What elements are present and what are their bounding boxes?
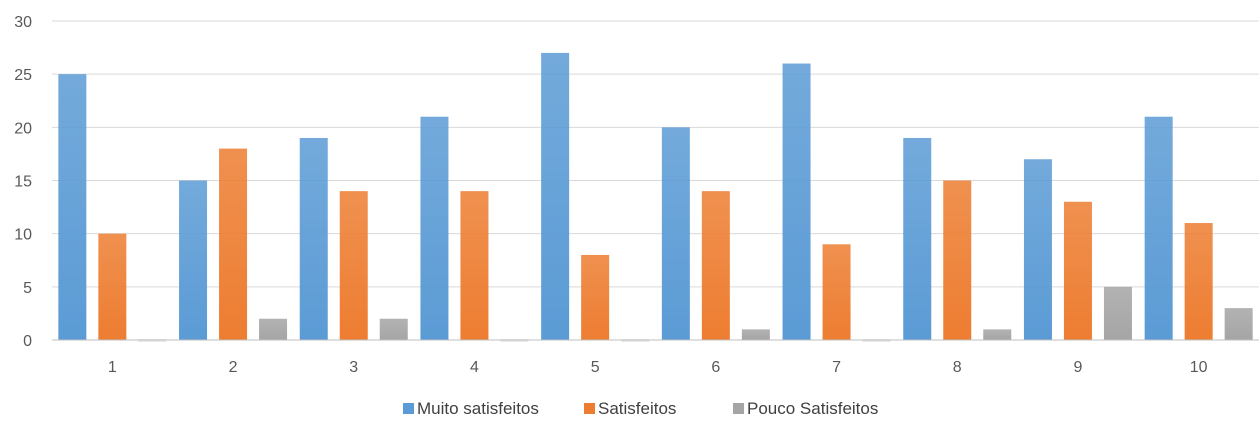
bar-satisfeitos	[1184, 223, 1213, 340]
legend-swatch	[733, 403, 744, 414]
x-tick-label: 3	[349, 359, 358, 376]
gridlines	[52, 20, 1259, 288]
bar-satisfeitos	[701, 191, 730, 340]
bar-satisfeitos	[581, 254, 610, 340]
bar-muito-satisfeitos	[903, 137, 932, 340]
bar-satisfeitos	[943, 180, 972, 340]
legend-swatch	[403, 403, 414, 414]
x-tick-label: 4	[470, 359, 479, 376]
legend-label: Pouco Satisfeitos	[747, 399, 878, 418]
bar-pouco-satisfeitos	[1103, 286, 1132, 340]
bar-muito-satisfeitos	[58, 74, 87, 341]
bar-muito-satisfeitos	[1144, 116, 1173, 340]
x-tick-label: 5	[591, 359, 600, 376]
bar-satisfeitos	[460, 191, 489, 340]
bar-pouco-satisfeitos	[983, 329, 1012, 340]
legend-swatch	[584, 403, 595, 414]
x-axis-tick-labels: 1 2 3 4 5 6 7 8 9 10	[108, 359, 1208, 376]
x-tick-label: 9	[1073, 359, 1082, 376]
bar-satisfeitos	[219, 148, 248, 340]
legend-label: Satisfeitos	[598, 399, 676, 418]
bar-satisfeitos	[98, 233, 127, 340]
x-tick-label: 2	[229, 359, 238, 376]
bar-muito-satisfeitos	[179, 180, 208, 340]
y-tick-label: 0	[23, 333, 32, 350]
x-tick-label: 7	[832, 359, 841, 376]
bar-pouco-satisfeitos	[741, 329, 770, 340]
bar-muito-satisfeitos	[661, 127, 690, 340]
y-tick-label: 5	[23, 280, 32, 297]
legend: Muito satisfeitos Satisfeitos Pouco Satisf…	[403, 399, 878, 418]
y-tick-label: 25	[14, 67, 32, 84]
y-axis-tick-labels: 0 5 10 15 20 25 30	[14, 14, 32, 350]
bar-satisfeitos	[339, 191, 368, 340]
x-tick-label: 8	[953, 359, 962, 376]
x-tick-label: 6	[711, 359, 720, 376]
bar-satisfeitos	[822, 244, 851, 340]
bar-muito-satisfeitos	[299, 137, 328, 340]
x-tick-label: 10	[1190, 359, 1208, 376]
bar-muito-satisfeitos	[782, 63, 811, 341]
y-tick-label: 20	[14, 120, 32, 137]
bar-pouco-satisfeitos	[1224, 308, 1253, 340]
bar-series-group	[58, 52, 1253, 342]
bar-muito-satisfeitos	[541, 52, 570, 341]
bar-pouco-satisfeitos	[379, 318, 408, 340]
y-tick-label: 15	[14, 174, 32, 191]
legend-label: Muito satisfeitos	[417, 399, 539, 418]
bar-muito-satisfeitos	[1023, 159, 1052, 340]
y-tick-label: 10	[14, 227, 32, 244]
bar-satisfeitos	[1063, 201, 1092, 340]
bar-muito-satisfeitos	[420, 116, 449, 340]
x-tick-label: 1	[108, 359, 117, 376]
bar-pouco-satisfeitos	[259, 318, 288, 340]
y-tick-label: 30	[14, 14, 32, 31]
